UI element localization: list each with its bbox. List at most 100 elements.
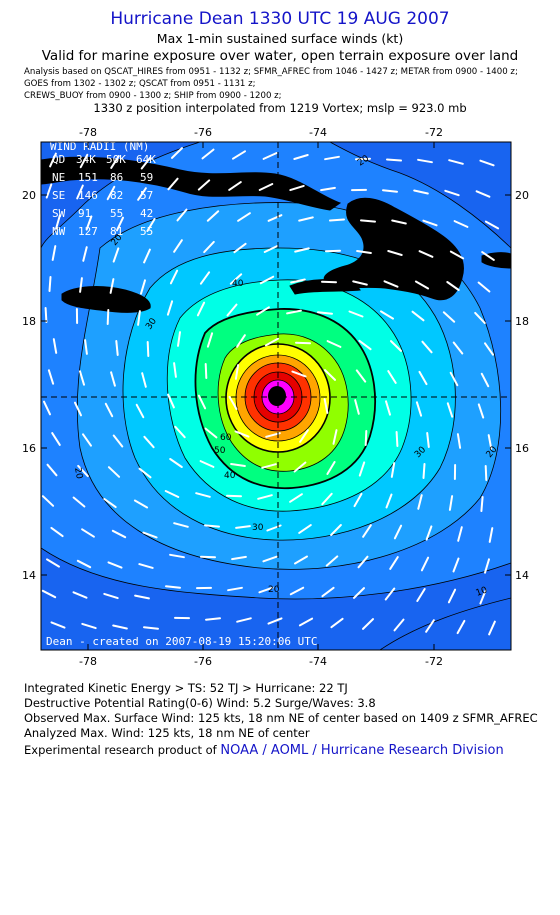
wind-barb (386, 158, 402, 162)
lat-tick-label: 14 (22, 569, 36, 582)
cuba-coastline (41, 156, 342, 211)
wind-barb (385, 400, 391, 416)
analysis-line: Analysis based on QSCAT_HIRES from 0951 … (24, 67, 518, 77)
wind-barb (103, 497, 117, 509)
wind-barb (484, 465, 488, 481)
wind-barb (364, 430, 368, 446)
wind-barb (234, 430, 250, 438)
wind-radii-cell: 50K (106, 153, 126, 166)
wind-barb (174, 425, 186, 439)
wind-barb (484, 342, 494, 356)
land-masses (41, 156, 511, 313)
wind-barb (135, 403, 145, 419)
contour-label: 50 (214, 446, 226, 456)
wind-barb (442, 311, 456, 323)
wind-barb (449, 250, 465, 260)
wind-barb (293, 154, 309, 160)
wind-barb (298, 216, 314, 222)
wind-field-map: 20 20 20 20 20 30 30 30 40 40 50 60 10 W… (22, 126, 529, 668)
wind-barb (452, 341, 464, 355)
wind-barb (263, 245, 279, 253)
hispaniola-coastline (323, 197, 464, 301)
wind-barb (264, 337, 280, 347)
lat-axis-left: 20 18 16 14 (22, 189, 36, 582)
wind-barb (267, 214, 283, 222)
wind-barb (324, 369, 336, 381)
wind-barb (391, 219, 407, 225)
wind-barb (173, 239, 183, 253)
contour-line (379, 597, 511, 650)
wind-barb (236, 617, 252, 623)
wind-barb (143, 626, 159, 630)
wind-barb (384, 587, 396, 601)
wind-barb (448, 495, 454, 511)
wind-barb (414, 280, 430, 290)
wind-radii-cell: 42 (140, 207, 153, 220)
wind-barb (79, 153, 89, 169)
wind-barb (415, 401, 423, 417)
valid-for-note: Valid for marine exposure over water, op… (41, 48, 519, 64)
wind-barb (256, 306, 270, 316)
wind-barb (228, 181, 242, 191)
wind-barb (55, 214, 61, 230)
energy-summary: Integrated Kinetic Energy > TS: 52 TJ > … (24, 681, 554, 711)
noaa-aoml-link[interactable]: NOAA / AOML / Hurricane Research Divisio… (220, 743, 504, 758)
wind-barb (444, 189, 460, 197)
wind-barb (112, 624, 128, 630)
wind-barb (176, 208, 188, 222)
wind-barb (418, 370, 428, 386)
analysis-line: GOES from 1302 - 1302 z; QSCAT from 0951… (24, 79, 256, 89)
wind-barb (395, 431, 399, 447)
wind-barb (103, 592, 119, 600)
wind-barb (425, 619, 435, 633)
wind-barb (393, 524, 403, 540)
wind-barb (356, 250, 372, 254)
wind-barb (45, 183, 53, 199)
wind-barb (422, 463, 426, 479)
wind-barb (474, 311, 486, 325)
wind-barb (477, 403, 485, 419)
wind-barb (355, 157, 371, 161)
wind-barb (82, 246, 88, 262)
wind-barb (484, 558, 490, 574)
wind-barb (173, 362, 177, 378)
wind-barb (257, 494, 273, 500)
wind-barb (294, 247, 310, 253)
wind-barb (169, 553, 185, 559)
wind-barb (258, 586, 274, 594)
wind-barb (353, 587, 365, 599)
wind-radii-cell: 82 (110, 189, 123, 202)
wind-barb (143, 435, 155, 449)
wind-barb (81, 622, 97, 630)
lon-axis-top: -78 -76 -74 -72 (79, 126, 443, 139)
wind-barb (383, 280, 399, 288)
wind-barb (112, 247, 120, 263)
wind-barb (201, 148, 215, 160)
wind-barb (206, 332, 214, 348)
wind-barb (146, 341, 150, 357)
wind-barb (106, 309, 110, 325)
contour-label: 60 (220, 433, 232, 443)
wind-barb (488, 527, 494, 543)
wind-barb (43, 400, 51, 416)
contour-label: 40 (232, 279, 244, 289)
wind-barb (422, 219, 438, 227)
wind-barb (204, 427, 218, 439)
wind-barb (50, 621, 66, 629)
wind-barb (416, 588, 426, 602)
wind-barb (294, 555, 308, 565)
wind-barb (387, 250, 403, 256)
wind-barb (267, 617, 283, 625)
contour-line (41, 142, 201, 249)
wind-barb (140, 279, 146, 295)
wind-barb (167, 177, 179, 191)
wind-barb (171, 147, 183, 159)
wind-barb (452, 557, 460, 573)
wind-map-panel: 20 20 20 20 20 30 30 30 40 40 50 60 10 W… (0, 118, 560, 670)
wind-barb (197, 394, 207, 410)
wind-barb (362, 618, 374, 630)
wind-barb (330, 617, 344, 629)
wind-barb (77, 464, 89, 478)
map-plot-area: 20 20 20 20 20 30 30 30 40 40 50 60 10 W… (41, 142, 511, 650)
wind-barb (262, 555, 278, 563)
